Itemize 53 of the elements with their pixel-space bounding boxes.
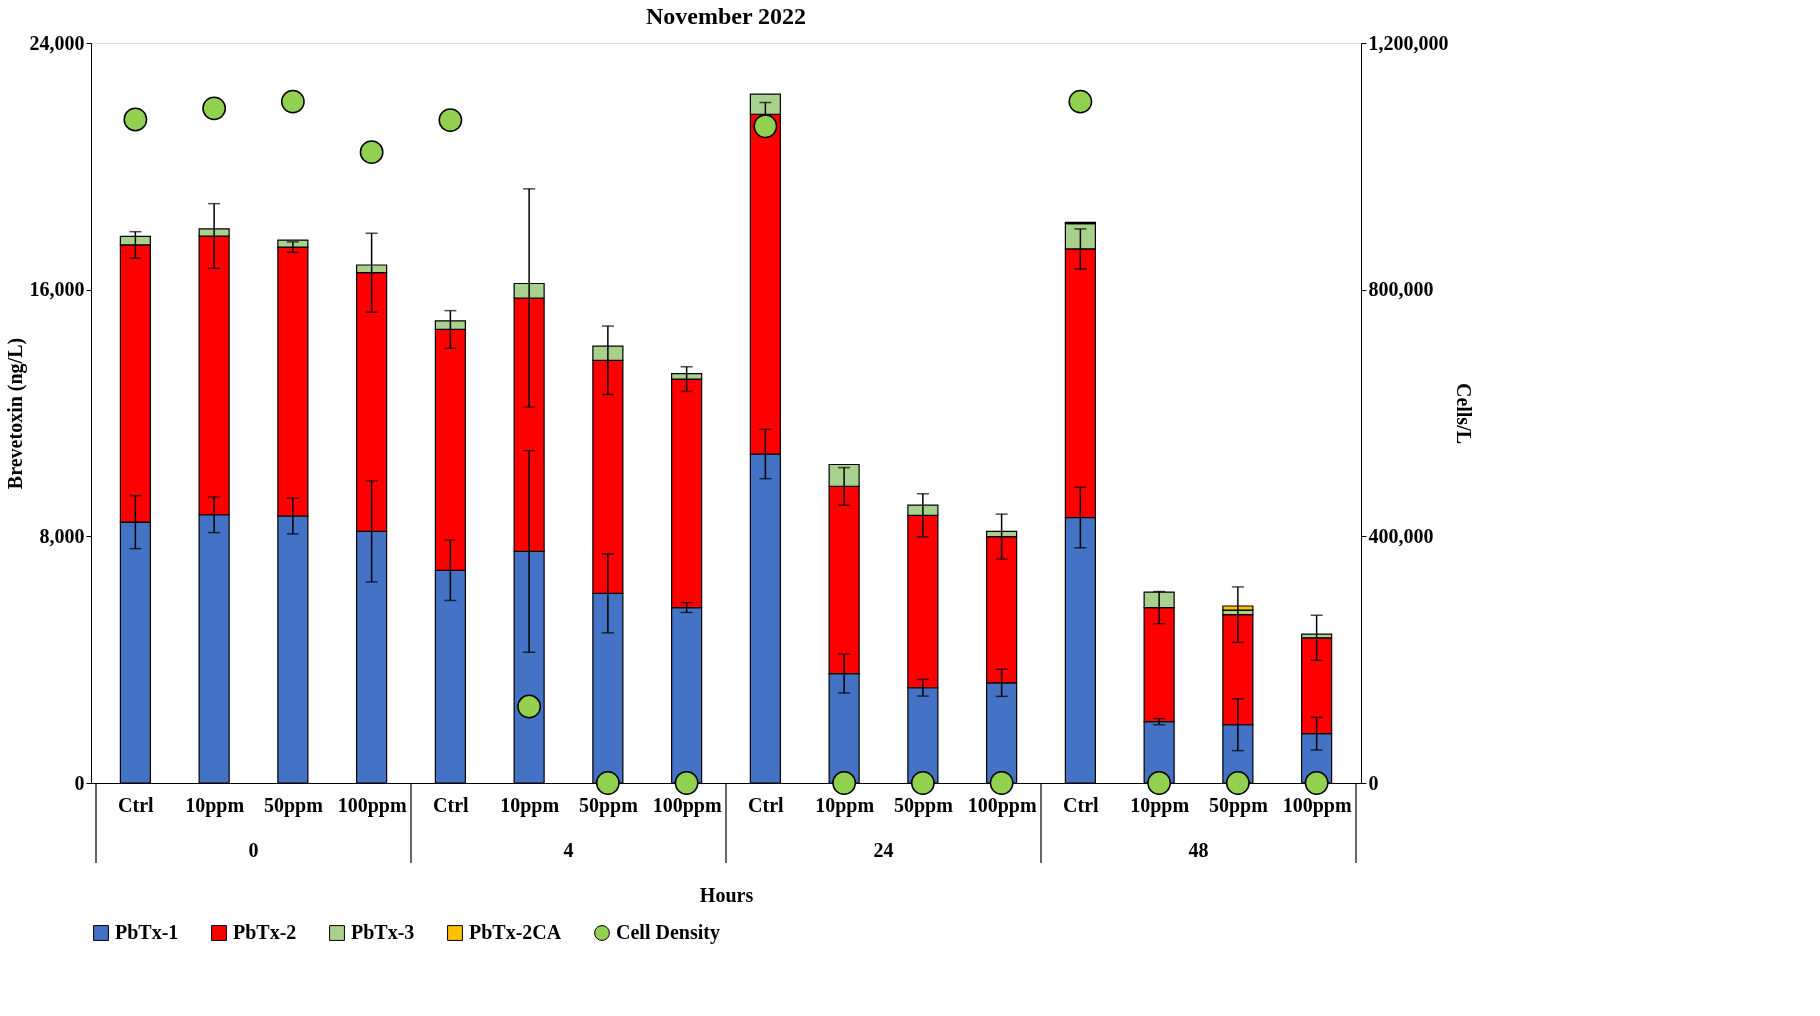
chart-title: November 2022 (645, 3, 807, 29)
legend-label: PbTx-2 (233, 921, 297, 943)
x-tick-label: 50ppm (1208, 793, 1269, 817)
x-tick-label: Ctrl (118, 793, 155, 816)
point (1304, 771, 1329, 795)
point (595, 771, 620, 795)
text: 48 (1188, 839, 1209, 861)
point (359, 140, 384, 165)
y-axis-title: Brevetoxin (ng/L) (3, 337, 27, 490)
point (1068, 89, 1093, 114)
point (123, 107, 148, 132)
text: 24 (873, 839, 894, 861)
x-tick-label: 100ppm (1282, 793, 1352, 817)
x-tick-label: 100ppm (967, 793, 1037, 817)
x-tick-label: 100ppm (652, 793, 722, 817)
x-tick-label: 100ppm (337, 793, 407, 817)
text: 4 (563, 839, 574, 861)
point (832, 771, 857, 795)
y-tick-label: 0 (74, 771, 85, 794)
x-tick-label: 50ppm (893, 793, 954, 817)
legend-label: PbTx-1 (115, 921, 179, 943)
point (280, 89, 305, 114)
y2-axis-title: Cells/L (1452, 382, 1475, 445)
legend-label: Cell Density (616, 921, 720, 944)
point (753, 114, 778, 139)
point (989, 771, 1014, 795)
y2-tick-label: 800,000 (1368, 278, 1434, 301)
y-tick-label: 8,000 (39, 524, 85, 547)
point (910, 771, 935, 795)
x-tick-label: Ctrl (1063, 793, 1100, 816)
x-tick-label: 10ppm (1130, 793, 1190, 817)
point (517, 694, 542, 719)
x-tick-label: 10ppm (185, 793, 245, 817)
point (202, 96, 227, 121)
legend-label: PbTx-2CA (469, 921, 562, 943)
x-tick-label: 10ppm (500, 793, 560, 817)
text: 0 (248, 839, 259, 861)
x-axis-title: Hours (699, 883, 754, 906)
y2-tick-label: 1,200,000 (1368, 31, 1449, 54)
point (674, 771, 699, 795)
y2-tick-label: 400,000 (1368, 524, 1434, 547)
y-tick-label: 24,000 (29, 31, 85, 54)
legend-label: PbTx-3 (351, 921, 415, 943)
x-tick-label: Ctrl (748, 793, 785, 816)
x-tick-label: 10ppm (815, 793, 875, 817)
point (1147, 771, 1172, 795)
point (1225, 771, 1250, 795)
x-tick-label: 50ppm (263, 793, 324, 817)
y-tick-label: 16,000 (29, 278, 85, 301)
point (438, 108, 463, 132)
x-tick-label: Ctrl (433, 793, 470, 816)
y2-tick-label: 0 (1368, 771, 1379, 794)
x-tick-label: 50ppm (578, 793, 639, 817)
